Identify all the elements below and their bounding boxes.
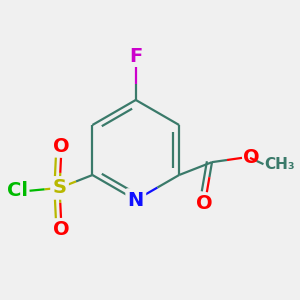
Text: O: O (53, 136, 69, 156)
Text: N: N (128, 190, 144, 209)
Text: S: S (52, 178, 67, 197)
Text: O: O (53, 220, 69, 239)
Text: F: F (129, 47, 142, 66)
Text: CH₃: CH₃ (264, 157, 295, 172)
Text: O: O (196, 194, 213, 213)
Text: O: O (243, 148, 260, 166)
Text: Cl: Cl (7, 181, 28, 200)
